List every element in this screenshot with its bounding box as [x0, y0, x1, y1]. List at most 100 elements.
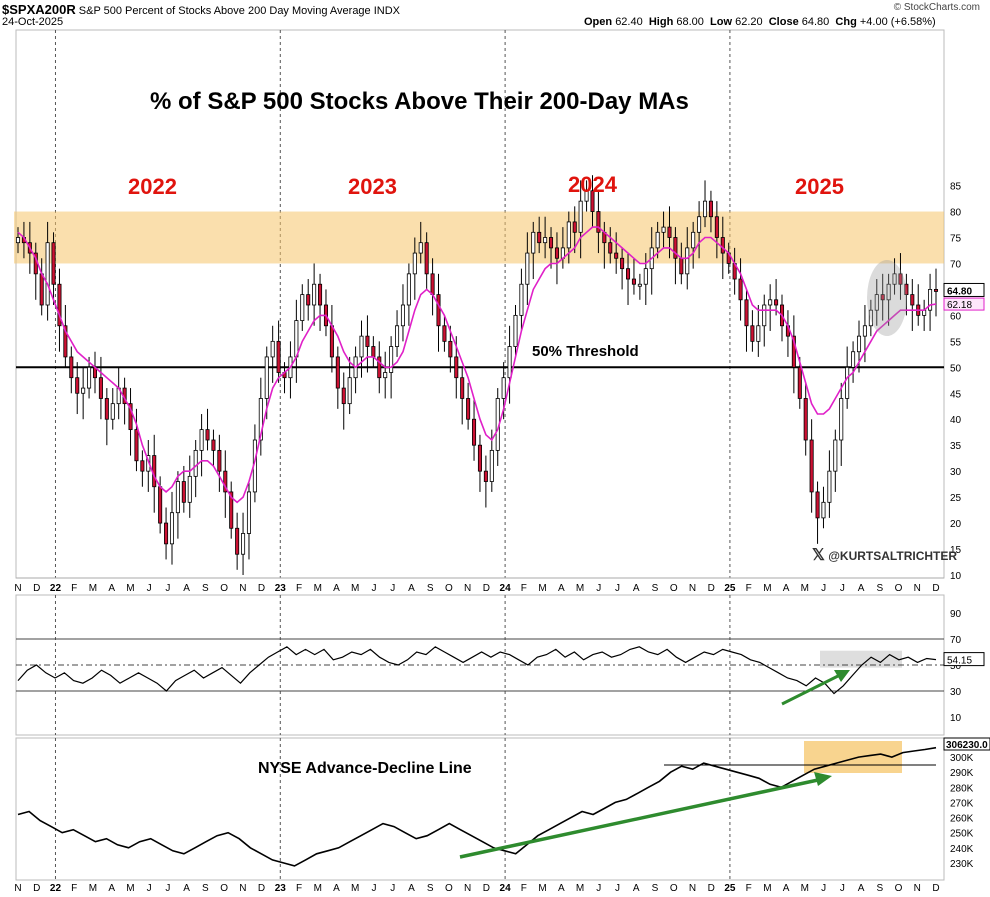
- x-tick-label: M: [538, 883, 546, 894]
- candle-body: [833, 439, 838, 472]
- candle-body: [377, 356, 382, 379]
- rsi-panel: 10 30 50 70 90 54.15: [15, 594, 985, 736]
- candle-body: [164, 522, 169, 545]
- x-tick-label: O: [670, 883, 678, 894]
- x-tick-label: M: [314, 883, 322, 894]
- candle-body: [306, 294, 311, 306]
- x-tick-label: S: [427, 883, 434, 894]
- candle-body: [466, 398, 471, 420]
- x-tick-label: N: [689, 883, 696, 894]
- candle-body: [631, 278, 636, 285]
- candle-body: [15, 237, 21, 244]
- candle-body: [845, 366, 850, 399]
- x-tick-label: A: [633, 883, 640, 894]
- candle-body: [880, 294, 885, 301]
- x-tick-label: D: [708, 583, 715, 594]
- x-tick-label: F: [746, 883, 752, 894]
- candle-body: [643, 268, 648, 285]
- candle-body: [223, 470, 228, 493]
- x-tick-label: O: [895, 583, 903, 594]
- x-tick-label: A: [858, 583, 865, 594]
- exchange: INDX: [373, 5, 401, 17]
- candle-body: [217, 449, 222, 472]
- candle-body: [45, 242, 50, 306]
- x-tick-label: A: [108, 883, 115, 894]
- x-tick-label: A: [858, 883, 865, 894]
- candle-body: [566, 221, 571, 249]
- candle-body: [691, 231, 696, 249]
- x-tick-label: 24: [500, 883, 512, 894]
- candle-body: [910, 294, 915, 306]
- recent-highlight-ellipse: [867, 260, 907, 336]
- candle-body: [365, 335, 370, 347]
- rsi-last-value-label: 54.15: [947, 656, 972, 667]
- candle-body: [424, 242, 429, 275]
- x-tick-label: M: [126, 883, 134, 894]
- candle-body: [389, 346, 394, 373]
- ad-last-value-label: 306230.0: [946, 740, 988, 751]
- ad-y-tick-label: 240K: [950, 844, 974, 855]
- candle-body: [720, 237, 725, 254]
- x-tick-label: N: [689, 583, 696, 594]
- x-tick-label: 23: [275, 583, 287, 594]
- candle-body: [708, 200, 713, 218]
- description: S&P 500 Percent of Stocks Above 200 Day …: [78, 5, 371, 17]
- ad-panel: 230K 240K 250K 260K 270K 280K 290K 300K 306230.0: [15, 737, 990, 881]
- candle-body: [406, 273, 411, 306]
- candle-body: [655, 231, 660, 249]
- y-tick-label: 75: [950, 234, 962, 245]
- candle-body: [590, 190, 595, 212]
- x-tick-label: M: [351, 883, 359, 894]
- x-tick-label: M: [89, 583, 97, 594]
- candle-body: [578, 200, 583, 233]
- chg-label: Chg: [835, 16, 857, 28]
- y-tick-label: 70: [950, 259, 962, 270]
- ad-arrow-head: [814, 772, 832, 786]
- candle-body: [543, 237, 548, 244]
- last-value-box: [943, 282, 985, 297]
- candle-body: [187, 475, 192, 503]
- ad-last-value-box: [943, 737, 990, 751]
- ad-y-tick-label: 280K: [950, 783, 974, 794]
- candle-body: [519, 283, 524, 316]
- x-tick-label: 25: [724, 883, 736, 894]
- candle-body: [768, 299, 773, 306]
- ma-line: [17, 226, 937, 504]
- candle-body: [98, 377, 103, 399]
- x-tick-label: N: [914, 883, 921, 894]
- candle-body: [549, 237, 554, 249]
- candle-body: [412, 252, 417, 275]
- x-tick-label: S: [202, 583, 209, 594]
- candle-body: [489, 449, 494, 482]
- x-tick-label: D: [708, 883, 715, 894]
- x-tick-label: O: [445, 883, 453, 894]
- x-tick-label: 22: [50, 583, 62, 594]
- candle-body: [329, 325, 334, 358]
- main-title: % of S&P 500 Stocks Above Their 200-Day …: [150, 88, 689, 115]
- x-tick-label: A: [558, 583, 565, 594]
- candle-body: [39, 273, 44, 306]
- x-tick-label: N: [464, 883, 471, 894]
- main-panel: 10152025303540455055606570758085 64.8062…: [14, 29, 985, 582]
- x-tick-label: N: [14, 883, 21, 894]
- candle-body: [104, 398, 109, 420]
- x-tick-label: D: [258, 883, 265, 894]
- y-tick-label: 45: [950, 389, 962, 400]
- y-tick-label: 15: [950, 545, 962, 556]
- candle-body: [395, 325, 400, 347]
- x-tick-label: F: [71, 883, 77, 894]
- year-label-2023: 2023: [348, 174, 397, 199]
- x-tick-label: A: [633, 583, 640, 594]
- rsi-highlight-box: [820, 650, 902, 668]
- highlight-band: [14, 211, 944, 264]
- candle-body: [318, 283, 323, 306]
- x-tick-label: D: [33, 883, 40, 894]
- x-tick-label: J: [840, 883, 845, 894]
- x-tick-label: M: [763, 583, 771, 594]
- x-tick-label: D: [932, 583, 939, 594]
- candle-body: [904, 283, 909, 296]
- candle-body: [667, 226, 672, 238]
- close-value: 64.80: [801, 16, 830, 28]
- symbol: $SPXA200R: [2, 2, 76, 17]
- candle-body: [614, 252, 619, 259]
